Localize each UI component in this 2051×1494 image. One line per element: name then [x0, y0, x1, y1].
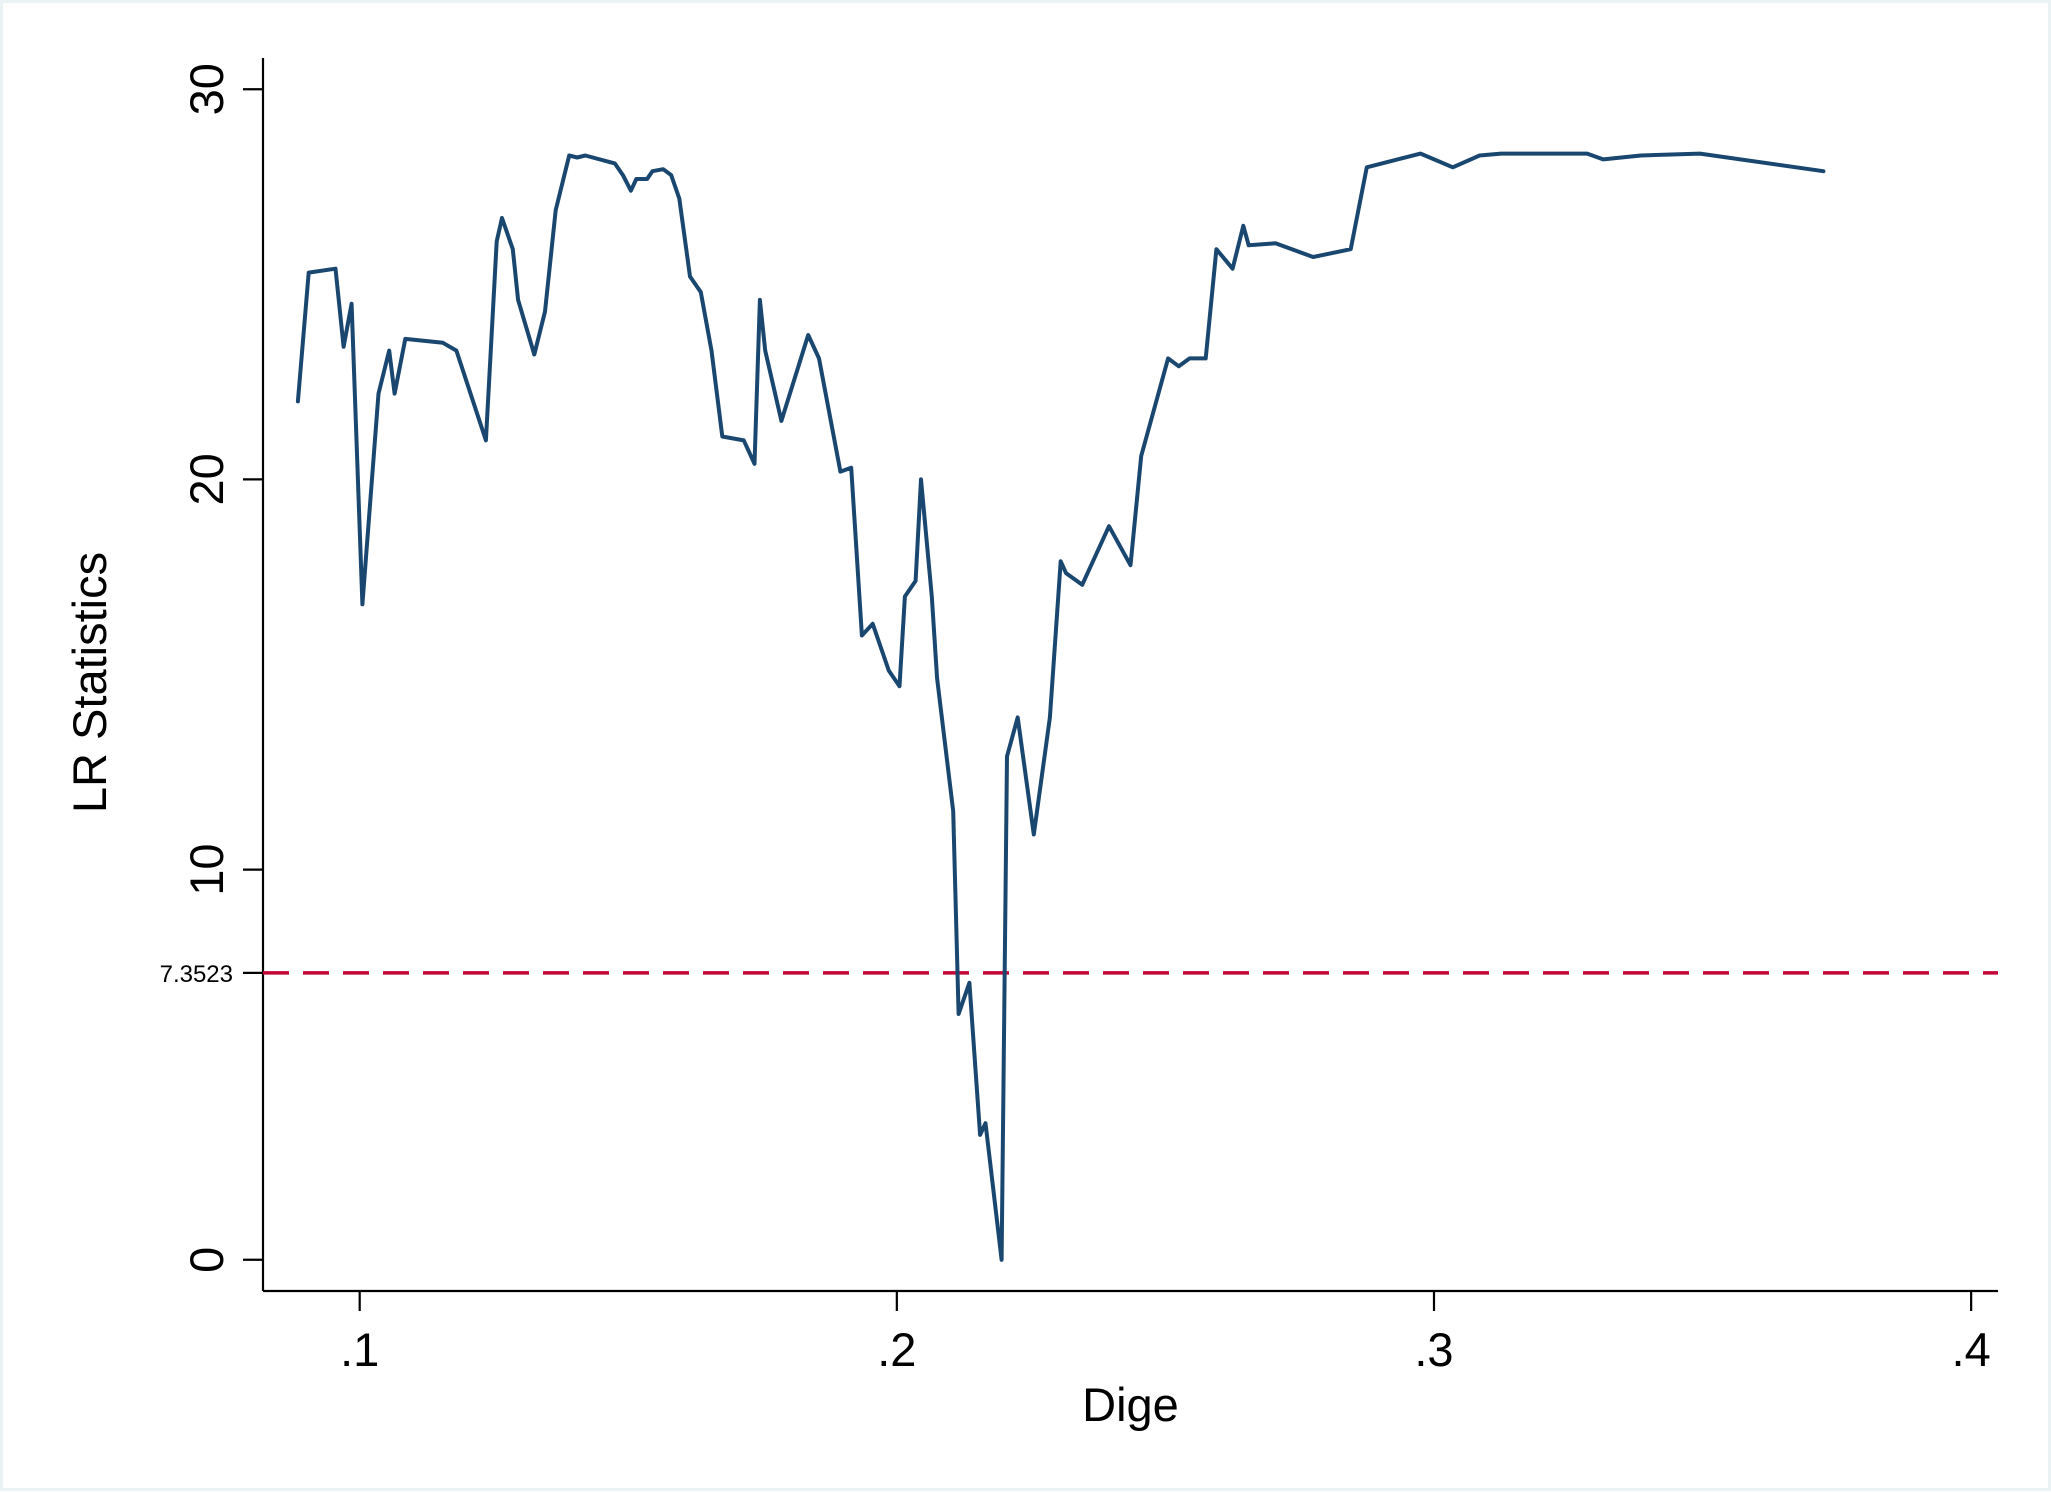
series-group — [295, 151, 1826, 1262]
x-tick-label: .2 — [877, 1323, 916, 1376]
x-tick-label: .4 — [1952, 1323, 1991, 1376]
x-axis: .1 .2 .3 .4 — [263, 1289, 1998, 1376]
x-axis-title: Dige — [1082, 1378, 1179, 1431]
y-tick-label: 0 — [180, 1247, 233, 1273]
y-tick-label: 20 — [180, 453, 233, 505]
reference-line-group: 7.3523 — [160, 961, 1998, 988]
y-tick-label: 30 — [180, 63, 233, 115]
y-tick-label: 10 — [180, 843, 233, 895]
x-tick-label: .3 — [1414, 1323, 1453, 1376]
y-axis: 0 10 20 30 — [180, 58, 265, 1291]
reference-line-label: 7.3523 — [160, 961, 233, 988]
line-chart: 0 10 20 30 .1 .2 .3 .4 7.3523 Dige LR Statisti… — [63, 58, 1998, 1431]
y-axis-title: LR Statistics — [63, 552, 116, 813]
x-tick-label: .1 — [340, 1323, 379, 1376]
series-line — [295, 151, 1826, 1262]
